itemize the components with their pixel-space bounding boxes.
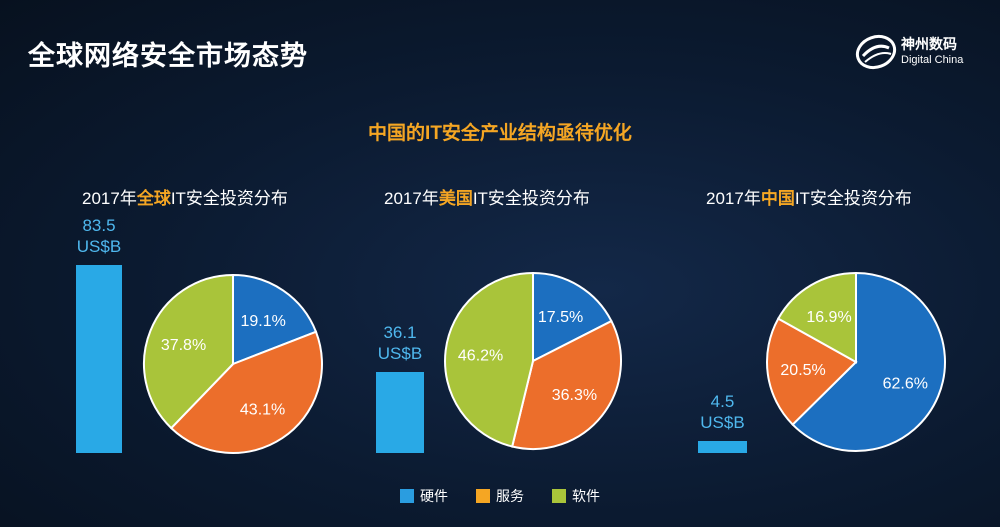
total-bar-usa xyxy=(376,371,424,453)
total-bar-china xyxy=(698,441,747,453)
pie-slice-global-software xyxy=(143,273,234,430)
pie-slice-usa-software xyxy=(444,271,534,448)
brand-logo: 神州数码 Digital China xyxy=(855,30,985,76)
total-label-china: 4.5 US$B xyxy=(700,392,745,432)
legend-item-service: 服务 xyxy=(476,486,524,506)
pie-label-usa-service: 36.3% xyxy=(552,387,597,404)
legend-swatch-service xyxy=(476,489,490,503)
pie-slice-usa-service xyxy=(510,319,622,450)
legend-item-hardware: 硬件 xyxy=(400,486,448,506)
pie-slice-china-hardware xyxy=(791,271,946,452)
pie-label-global-service: 43.1% xyxy=(240,401,285,418)
total-label-usa: 36.1 US$B xyxy=(377,322,423,363)
total-label-global: 83.5 US$B xyxy=(76,216,122,256)
page-title: 全球网络安全市场态势 xyxy=(28,41,308,71)
pie-label-usa-hardware: 17.5% xyxy=(538,309,583,326)
pie-label-china-hardware: 62.6% xyxy=(883,376,928,393)
legend-swatch-hardware xyxy=(400,489,414,503)
pie-slice-usa-hardware xyxy=(532,271,613,363)
chart-title-usa: 2017年美国IT安全投资分布 xyxy=(384,189,590,208)
pie-label-usa-software: 46.2% xyxy=(458,348,503,365)
pie-slice-china-software xyxy=(776,271,857,364)
pie-slice-global-service xyxy=(169,330,323,454)
pie-slice-global-hardware xyxy=(232,273,318,366)
pie-label-global-software: 37.8% xyxy=(161,337,206,354)
total-bar-global xyxy=(76,265,122,453)
legend-swatch-software xyxy=(552,489,566,503)
legend-item-software: 软件 xyxy=(552,486,600,506)
pie-label-china-service: 20.5% xyxy=(780,362,825,379)
chart-subtitle: 中国的IT安全产业结构亟待优化 xyxy=(368,123,632,144)
pie-label-china-software: 16.9% xyxy=(806,309,851,326)
chart-title-china: 2017年中国IT安全投资分布 xyxy=(706,189,912,208)
digital-china-logo-icon xyxy=(855,34,897,70)
pie-label-global-hardware: 19.1% xyxy=(241,313,286,330)
chart-title-global: 2017年全球IT安全投资分布 xyxy=(82,189,288,208)
pie-slice-china-service xyxy=(765,317,858,426)
logo-name-cn: 神州数码 xyxy=(901,36,957,52)
logo-name-en: Digital China xyxy=(901,54,964,66)
